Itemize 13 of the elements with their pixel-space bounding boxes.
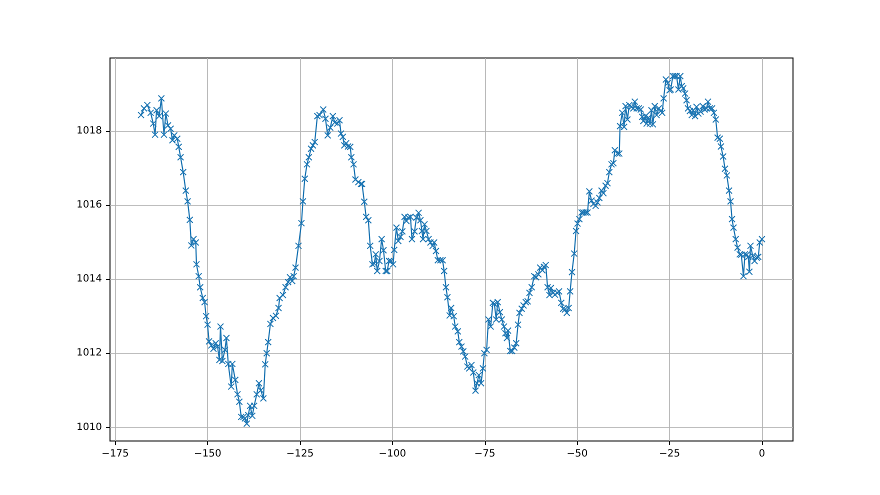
x-tick-label: −50 bbox=[566, 448, 588, 460]
y-tick-label: 1010 bbox=[76, 422, 102, 433]
x-tick-label: 0 bbox=[758, 448, 766, 460]
y-tick-label: 1012 bbox=[76, 348, 102, 359]
y-tick-label: 1018 bbox=[76, 125, 102, 136]
x-tick-label: −125 bbox=[286, 448, 314, 460]
x-tick-label: −75 bbox=[474, 448, 496, 460]
y-tick-label: 1016 bbox=[76, 200, 102, 211]
y-tick-label: 1014 bbox=[76, 274, 102, 285]
x-tick-label: −100 bbox=[378, 448, 406, 460]
x-tick-label: −175 bbox=[101, 448, 129, 460]
x-tick-label: −25 bbox=[659, 448, 680, 460]
x-tick-label: −150 bbox=[194, 448, 222, 460]
